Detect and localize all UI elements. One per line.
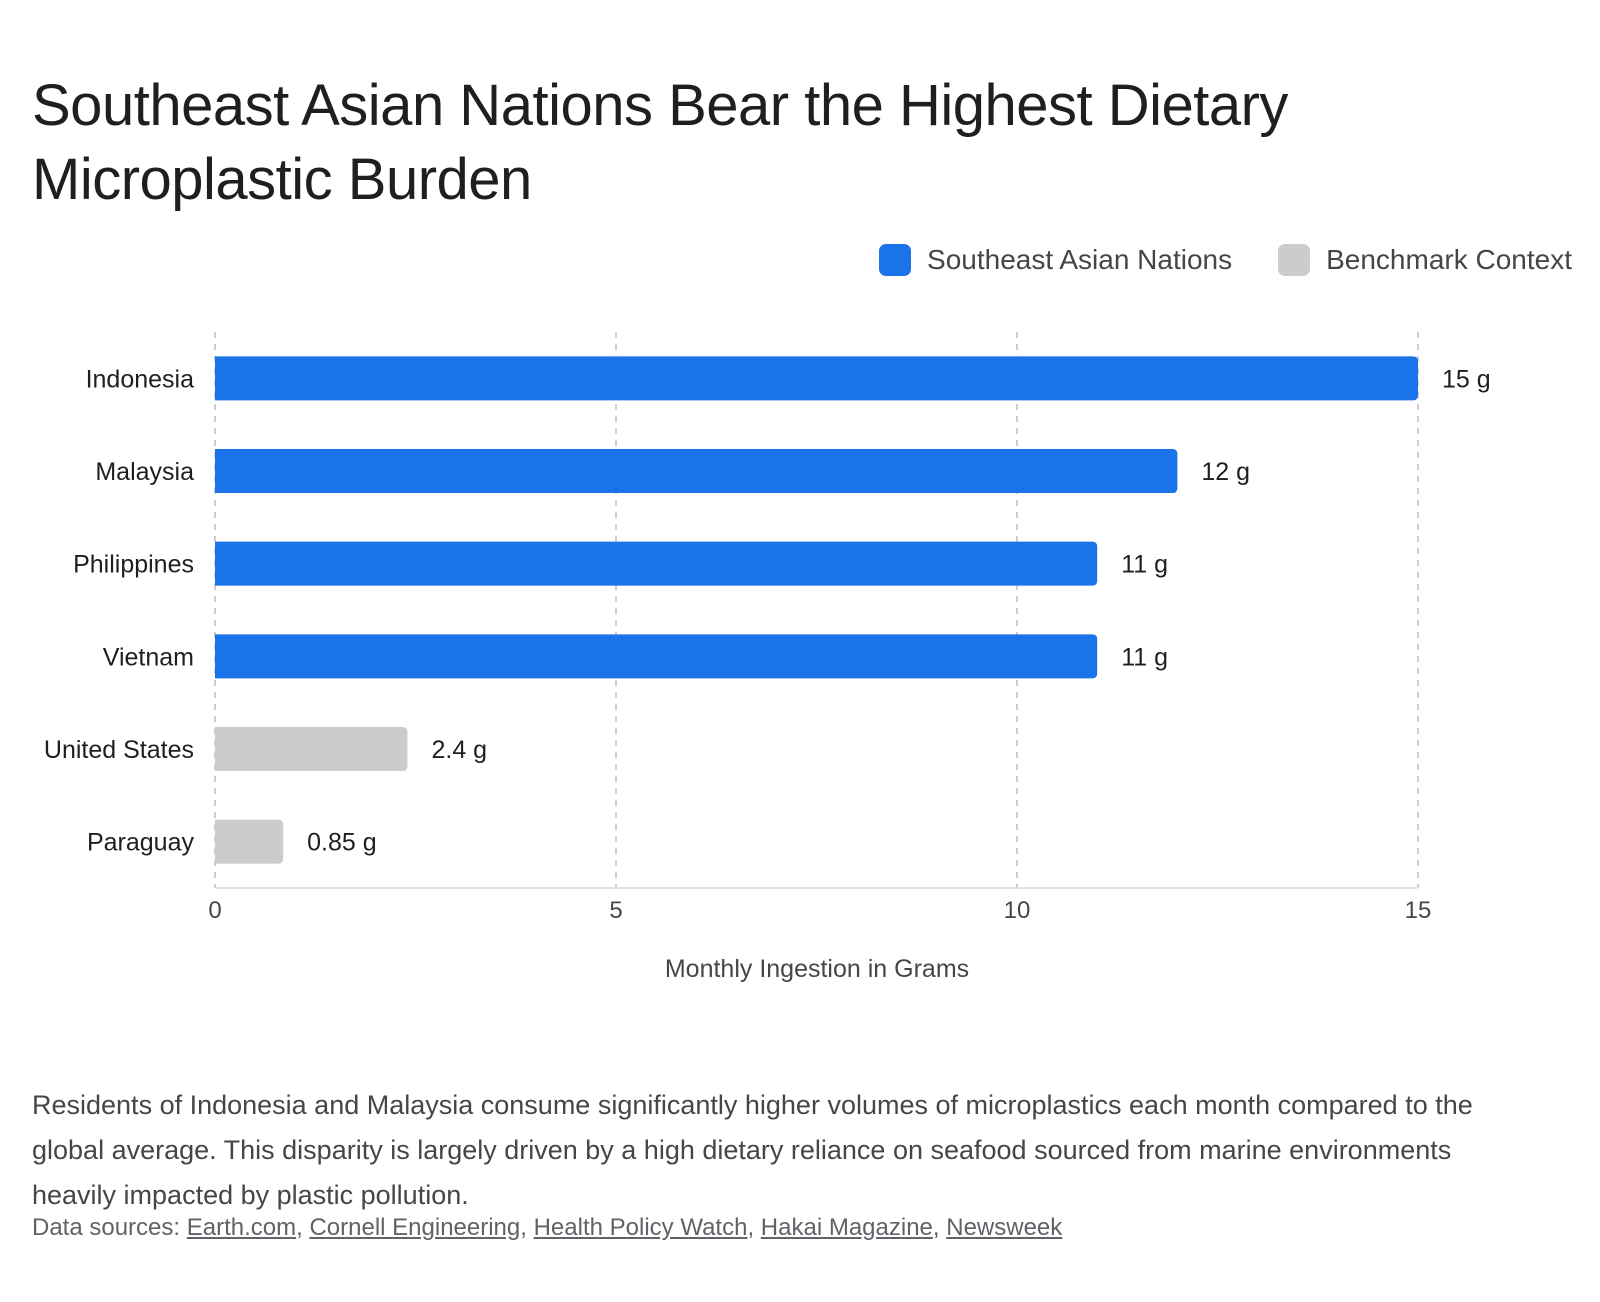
bar-malaysia[interactable] <box>215 449 1178 493</box>
x-tick-label: 5 <box>609 897 622 924</box>
bar-indonesia[interactable] <box>215 356 1418 401</box>
legend-swatch-southeast-asian-nations <box>879 244 912 276</box>
bar-paraguay[interactable] <box>215 819 284 864</box>
legend-swatch-benchmark-context <box>1278 244 1311 276</box>
category-label: Vietnam <box>103 643 194 671</box>
value-label: 15 g <box>1442 365 1491 393</box>
category-label: Paraguay <box>87 829 195 857</box>
legend-label-southeast-asian-nations: Southeast Asian Nations <box>927 244 1233 275</box>
value-label: 2.4 g <box>431 736 487 764</box>
source-link-health-policy-watch[interactable]: Health Policy Watch <box>533 1214 748 1241</box>
bar-chart: 0 5 10 15 Indonesia 15 g Malaysia 12 g Philippin… <box>44 332 1491 983</box>
x-tick-label: 15 <box>1405 897 1432 924</box>
bar-vietnam[interactable] <box>215 634 1098 679</box>
source-link-earth[interactable]: Earth.com <box>186 1214 297 1241</box>
legend-item-benchmark-context[interactable]: Benchmark Context <box>1278 244 1572 276</box>
data-sources: Data sources: Earth.com, Cornell Enginee… <box>32 1214 1063 1241</box>
source-link-newsweek[interactable]: Newsweek <box>946 1214 1063 1241</box>
chart-description: Residents of Indonesia and Malaysia cons… <box>32 1090 1473 1210</box>
source-link-hakai-magazine[interactable]: Hakai Magazine <box>760 1214 933 1241</box>
value-label: 12 g <box>1201 458 1250 486</box>
category-label: Malaysia <box>95 458 194 486</box>
legend: Southeast Asian Nations Benchmark Contex… <box>879 244 1572 276</box>
bar-united-states[interactable] <box>215 727 408 771</box>
category-label: Philippines <box>73 551 194 579</box>
chart-title: Southeast Asian Nations Bear the Highest… <box>32 72 1288 212</box>
x-axis-title: Monthly Ingestion in Grams <box>665 955 969 983</box>
sources-prefix: Data sources: <box>32 1214 187 1241</box>
x-tick-label: 10 <box>1004 897 1031 924</box>
bar-philippines[interactable] <box>215 541 1098 586</box>
legend-item-southeast-asian-nations[interactable]: Southeast Asian Nations <box>879 244 1232 276</box>
label-layer: 0 5 10 15 Indonesia 15 g Malaysia 12 g Philippin… <box>44 365 1491 924</box>
value-label: 0.85 g <box>307 829 377 857</box>
category-label: United States <box>44 736 194 764</box>
category-label: Indonesia <box>86 365 195 393</box>
bar-layer <box>215 356 1418 864</box>
grid-layer <box>214 332 1419 889</box>
value-label: 11 g <box>1121 643 1168 671</box>
value-label: 11 g <box>1121 551 1168 579</box>
source-link-cornell-engineering[interactable]: Cornell Engineering <box>309 1214 521 1241</box>
x-tick-label: 0 <box>208 897 221 924</box>
legend-label-benchmark-context: Benchmark Context <box>1326 244 1572 275</box>
